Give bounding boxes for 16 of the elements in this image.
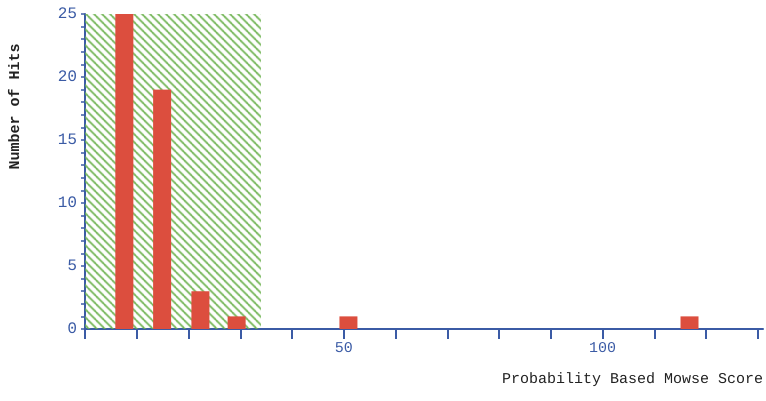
x-axis-title: Probability Based Mowse Score	[502, 371, 763, 388]
y-tick-label: 15	[58, 131, 77, 149]
bar	[339, 316, 358, 329]
y-tick-label: 10	[58, 194, 77, 212]
bar	[153, 90, 172, 329]
bar	[115, 14, 134, 329]
y-tick-label: 5	[67, 257, 77, 275]
y-tick-label: 0	[67, 320, 77, 338]
y-axis-title: Number of Hits	[7, 43, 24, 170]
y-tick-label: 25	[58, 5, 77, 23]
bar	[191, 291, 210, 329]
y-tick-label: 20	[58, 68, 77, 86]
x-tick-label: 100	[589, 340, 616, 357]
bar	[228, 316, 246, 329]
bar	[680, 316, 699, 329]
x-tick-label: 50	[334, 340, 353, 357]
